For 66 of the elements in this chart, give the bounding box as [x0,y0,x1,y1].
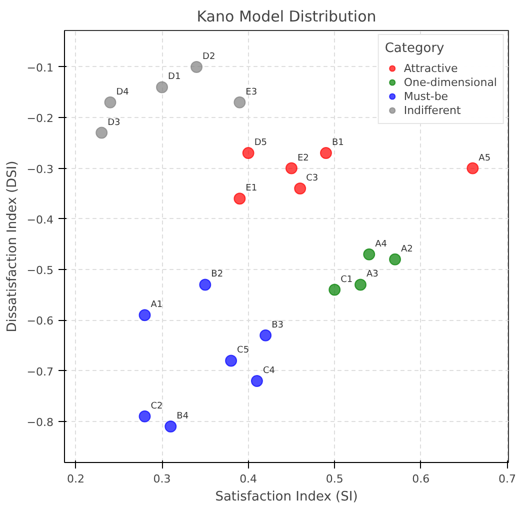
annotation: D4 [116,87,130,98]
y-tick-label: −0.1 [26,61,54,74]
annotation: E3 [246,87,258,98]
y-tick-label: −0.8 [26,416,54,429]
annotation: A2 [401,244,413,254]
annotation: D5 [254,138,267,148]
point [138,410,151,422]
annotation: D2 [202,52,216,62]
y-tick-label: −0.4 [26,213,54,226]
annotation: E2 [297,153,309,164]
legend-label: Must-be [404,89,448,103]
point [104,96,116,108]
annotation: D1 [168,72,181,82]
annotation: C1 [340,274,353,285]
annotation: C4 [262,366,276,376]
x-tick-label: 0.3 [153,472,171,486]
point [285,162,298,174]
annotation: C5 [237,346,250,356]
point [190,60,203,73]
point [242,147,254,160]
point [389,253,402,266]
point [354,278,366,291]
x-axis-title: Satisfaction Index (SI) [215,490,358,504]
point [234,96,246,108]
point [328,284,341,296]
annotation: E1 [246,184,258,194]
annotation: C2 [150,401,163,412]
legend-label: Attractive [404,61,458,75]
point [164,420,177,433]
annotation: B3 [272,320,284,330]
y-tick-label: −0.6 [26,314,54,328]
annotation: B4 [176,412,189,422]
annotation: B2 [211,270,224,280]
legend-label: One-dimensional [404,75,497,89]
legend-label: Indifferent [404,103,461,117]
point [320,147,332,160]
x-tick-label: 0.4 [240,472,258,486]
annotation: C3 [306,174,318,184]
point [250,374,263,387]
annotation: A5 [478,153,491,164]
y-tick-label: −0.2 [26,112,54,126]
chart-title: Kano Model Distribution [196,8,376,26]
point [199,278,212,291]
annotation: A3 [366,270,378,280]
y-axis-title: Dissatisfaction Index (DSI) [4,160,20,332]
annotation: A4 [375,239,388,250]
y-tick-label: −0.7 [26,365,54,378]
point [138,309,151,322]
x-tick-label: 0.7 [498,472,516,486]
annotation: B1 [332,138,344,148]
x-tick-label: 0.5 [326,472,344,486]
point [156,81,168,94]
point [363,248,376,260]
point [466,162,479,174]
y-tick-label: −0.5 [26,264,54,278]
x-tick-label: 0.6 [412,472,430,486]
point [260,329,272,342]
y-tick-label: −0.3 [26,162,54,176]
point [294,182,306,194]
annotation: A1 [150,300,163,310]
point [234,192,246,205]
point [225,354,238,367]
legend-title: Category [384,41,446,56]
point [96,126,108,139]
x-tick-label: 0.2 [66,472,84,486]
annotation: D3 [108,118,120,128]
